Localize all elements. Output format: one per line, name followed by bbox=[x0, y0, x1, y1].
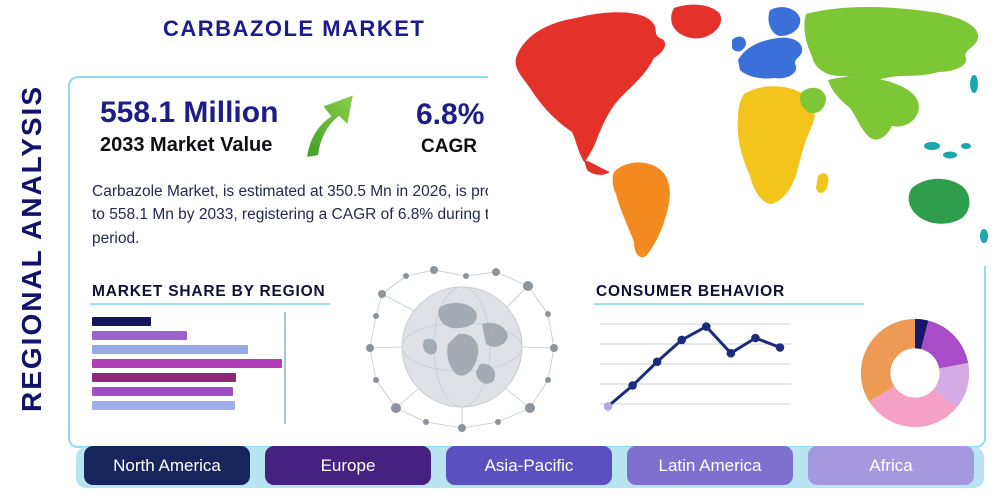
market-value-2033: 558.1 Million bbox=[100, 96, 279, 129]
region-scandinavia bbox=[768, 7, 801, 37]
bar-region-2 bbox=[92, 331, 187, 340]
island-greenland bbox=[671, 4, 722, 39]
region-middle-east bbox=[800, 87, 826, 114]
region-button-asia-pacific[interactable]: Asia-Pacific bbox=[446, 446, 612, 485]
continent-africa bbox=[737, 86, 815, 204]
region-button-europe[interactable]: Europe bbox=[265, 446, 431, 485]
region-button-africa[interactable]: Africa bbox=[808, 446, 974, 485]
continent-south-america bbox=[612, 162, 670, 258]
bar-chart-axis bbox=[284, 312, 286, 424]
region-north-asia bbox=[804, 7, 979, 80]
globe-network-illustration bbox=[362, 262, 562, 432]
market-share-heading: MARKET SHARE BY REGION bbox=[92, 283, 326, 300]
market-share-heading-rule bbox=[90, 303, 330, 305]
page-title: CARBAZOLE MARKET bbox=[163, 16, 426, 41]
bar-region-3 bbox=[92, 345, 248, 354]
market-value-label: 2033 Market Value bbox=[100, 134, 273, 156]
bar-region-6 bbox=[92, 387, 233, 396]
continent-north-america bbox=[515, 12, 666, 162]
bar-region-5 bbox=[92, 373, 237, 382]
cagr-label: CAGR bbox=[421, 136, 477, 157]
bar-region-4 bbox=[92, 359, 282, 368]
growth-arrow-icon bbox=[296, 84, 366, 162]
consumer-behavior-heading-rule bbox=[594, 303, 864, 305]
island-madagascar bbox=[816, 173, 829, 193]
side-title: REGIONAL ANALYSIS bbox=[16, 84, 47, 412]
world-map bbox=[488, 0, 1000, 266]
islands-southeast-asia bbox=[924, 75, 988, 243]
region-button-latin-america[interactable]: Latin America bbox=[627, 446, 793, 485]
cagr-value: 6.8% bbox=[416, 98, 485, 131]
region-central-america bbox=[584, 160, 610, 175]
bar-region-7 bbox=[92, 401, 235, 410]
region-buttons: North America Europe Asia-Pacific Latin Ame… bbox=[84, 446, 974, 485]
bar-region-1 bbox=[92, 317, 151, 326]
consumer-behavior-heading: CONSUMER BEHAVIOR bbox=[596, 283, 785, 300]
island-britain bbox=[732, 36, 746, 52]
market-summary: Carbazole Market, is estimated at 350.5 … bbox=[92, 183, 590, 247]
regional-share-donut-chart bbox=[856, 314, 974, 432]
region-button-north-america[interactable]: North America bbox=[84, 446, 250, 485]
consumer-behavior-line-chart bbox=[598, 310, 793, 422]
region-south-asia bbox=[828, 76, 919, 140]
market-share-bar-chart bbox=[92, 317, 282, 421]
continent-australia bbox=[908, 178, 970, 224]
continent-europe bbox=[738, 37, 803, 79]
